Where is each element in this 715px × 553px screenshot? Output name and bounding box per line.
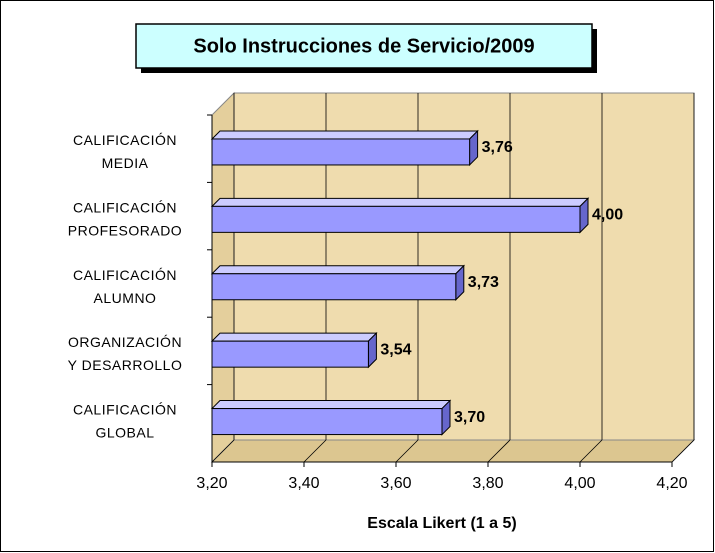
y-tick-label: ORGANIZACIÓN Y DESARROLLO — [68, 334, 183, 373]
bar — [211, 138, 471, 166]
x-tick-label: 3,20 — [196, 475, 227, 492]
grid-floor-line — [487, 439, 511, 463]
bar-top — [210, 265, 466, 275]
x-tick-label: 3,60 — [380, 475, 411, 492]
y-tick-label: CALIFICACIÓN ALUMNO — [73, 266, 177, 305]
y-tick-label-line: CALIFICACIÓN — [73, 401, 177, 417]
y-tick-label-line: Y DESARROLLO — [68, 357, 183, 373]
y-tick-label: CALIFICACIÓN MEDIA — [73, 132, 177, 171]
value-label: 4,00 — [592, 207, 623, 224]
bar-top — [210, 400, 452, 410]
bar-top — [210, 197, 590, 207]
y-tick-label-line: CALIFICACIÓN — [73, 199, 177, 215]
x-tick-label: 3,80 — [472, 475, 503, 492]
y-tick-label-line: PROFESORADO — [68, 222, 182, 238]
y-tick-label: CALIFICACIÓN GLOBAL — [73, 401, 177, 440]
value-label: 3,76 — [482, 139, 513, 156]
y-tick-label-line: MEDIA — [102, 155, 149, 171]
bar-top — [210, 332, 378, 342]
chart-title: Solo Instrucciones de Servicio/2009 — [193, 35, 534, 57]
y-tick-label-line: GLOBAL — [95, 424, 154, 440]
y-tick-label-line: CALIFICACIÓN — [73, 266, 177, 282]
floor — [210, 439, 696, 463]
x-tick-label: 4,20 — [656, 475, 687, 492]
x-tick-label: 3,40 — [288, 475, 319, 492]
grid-floor-line — [671, 439, 695, 463]
value-label: 3,73 — [468, 274, 499, 291]
title-box — [135, 23, 593, 69]
grid-floor-line — [579, 439, 603, 463]
bar — [211, 408, 443, 436]
x-tick-label: 4,00 — [564, 475, 595, 492]
grid-floor-line — [395, 439, 419, 463]
y-tick-label-line: ALUMNO — [94, 289, 157, 305]
bar — [211, 340, 369, 368]
bar-top — [210, 130, 479, 140]
y-tick-label: CALIFICACIÓN PROFESORADO — [68, 199, 182, 238]
grid-floor-line — [211, 439, 235, 463]
grid-floor-line — [303, 439, 327, 463]
y-tick-label-line: ORGANIZACIÓN — [68, 334, 182, 350]
value-label: 3,54 — [380, 341, 411, 358]
bar — [211, 273, 457, 301]
value-label: 3,70 — [454, 409, 485, 426]
bar — [211, 205, 581, 233]
x-axis-label: Escala Likert (1 a 5) — [367, 515, 516, 532]
y-tick-label-line: CALIFICACIÓN — [73, 132, 177, 148]
